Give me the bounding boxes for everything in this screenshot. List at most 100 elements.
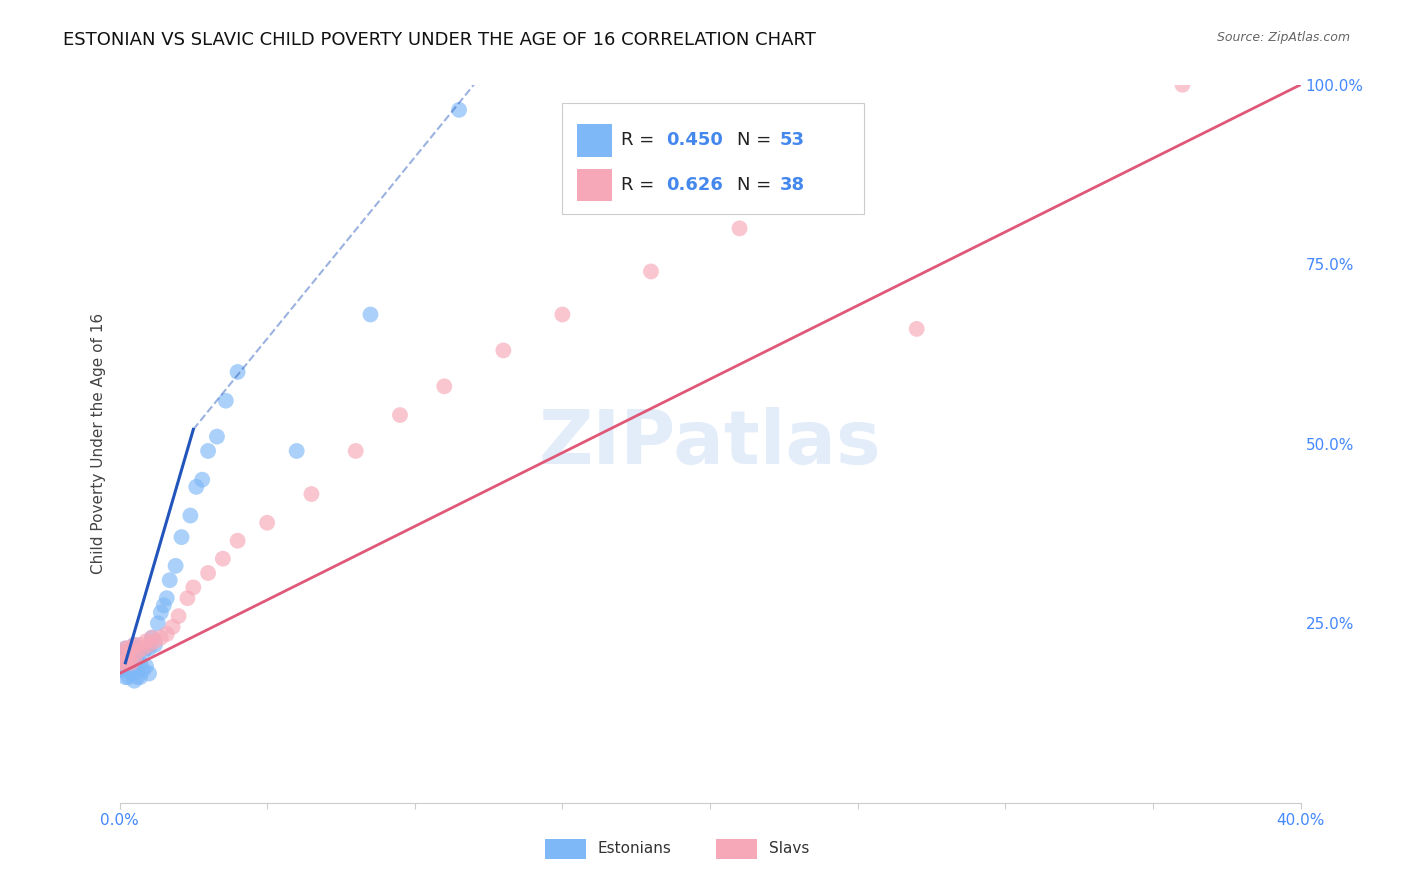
Text: 53: 53 — [780, 131, 804, 149]
Point — [129, 670, 152, 684]
Point — [114, 652, 136, 666]
Text: 0.626: 0.626 — [666, 176, 723, 194]
Point — [120, 641, 142, 656]
Point — [141, 631, 163, 645]
Point — [186, 480, 208, 494]
Point — [226, 533, 249, 548]
Point — [143, 638, 166, 652]
Point — [165, 558, 187, 573]
Point — [149, 606, 172, 620]
Point — [360, 308, 382, 322]
Point — [114, 670, 136, 684]
Point — [285, 444, 308, 458]
Text: N =: N = — [737, 131, 778, 149]
Point — [111, 663, 134, 677]
Bar — [576, 124, 612, 157]
Y-axis label: Child Poverty Under the Age of 16: Child Poverty Under the Age of 16 — [90, 313, 105, 574]
Point — [170, 530, 193, 544]
Text: 38: 38 — [780, 176, 804, 194]
Point — [108, 656, 131, 670]
Point — [111, 645, 134, 659]
Text: Slavs: Slavs — [769, 841, 810, 856]
Point — [108, 663, 131, 677]
Point — [124, 673, 146, 688]
Point — [111, 656, 134, 670]
Point — [197, 566, 219, 580]
Point — [120, 666, 142, 681]
Point — [211, 551, 233, 566]
Point — [111, 645, 134, 659]
Point — [191, 473, 214, 487]
Point — [120, 656, 142, 670]
Text: ESTONIAN VS SLAVIC CHILD POVERTY UNDER THE AGE OF 16 CORRELATION CHART: ESTONIAN VS SLAVIC CHILD POVERTY UNDER T… — [63, 31, 815, 49]
Point — [124, 652, 146, 666]
Text: 0.450: 0.450 — [666, 131, 723, 149]
Point — [124, 663, 146, 677]
Point — [146, 616, 169, 631]
Point — [111, 648, 134, 663]
Point — [176, 591, 198, 606]
Point — [433, 379, 456, 393]
Point — [127, 645, 149, 659]
Bar — [544, 838, 586, 859]
Point — [114, 656, 136, 670]
Point — [127, 641, 149, 656]
Point — [905, 322, 928, 336]
Point — [108, 656, 131, 670]
Point — [129, 641, 152, 656]
Point — [388, 408, 412, 422]
Point — [447, 103, 470, 117]
Point — [132, 663, 155, 677]
Point — [149, 631, 172, 645]
Point — [156, 591, 179, 606]
Text: R =: R = — [621, 131, 661, 149]
Point — [108, 652, 131, 666]
Point — [127, 656, 149, 670]
Point — [120, 641, 142, 656]
Bar — [576, 169, 612, 201]
Point — [640, 264, 662, 278]
Point — [117, 670, 139, 684]
Point — [138, 641, 160, 656]
Point — [117, 645, 139, 659]
Point — [135, 659, 157, 673]
Point — [215, 393, 238, 408]
Point — [226, 365, 249, 379]
Text: R =: R = — [621, 176, 661, 194]
Point — [156, 627, 179, 641]
Point — [162, 620, 184, 634]
Point — [197, 444, 219, 458]
Point — [132, 645, 155, 659]
Point — [124, 652, 146, 666]
Point — [301, 487, 323, 501]
Point — [111, 656, 134, 670]
Point — [114, 659, 136, 673]
Text: Estonians: Estonians — [598, 841, 672, 856]
Point — [127, 670, 149, 684]
Point — [132, 641, 155, 656]
Point — [120, 656, 142, 670]
Point — [117, 652, 139, 666]
Point — [153, 599, 174, 613]
Point — [135, 634, 157, 648]
Point — [143, 634, 166, 648]
Point — [117, 652, 139, 666]
Text: Source: ZipAtlas.com: Source: ZipAtlas.com — [1216, 31, 1350, 45]
Bar — [716, 838, 758, 859]
Point — [138, 638, 160, 652]
Point — [492, 343, 515, 358]
Point — [124, 638, 146, 652]
Point — [135, 641, 157, 656]
Point — [159, 573, 181, 587]
Point — [205, 429, 228, 443]
Point — [1171, 78, 1194, 92]
Point — [138, 666, 160, 681]
Point — [167, 609, 190, 624]
Point — [183, 581, 205, 595]
Text: ZIPatlas: ZIPatlas — [538, 408, 882, 480]
Point — [551, 308, 574, 322]
FancyBboxPatch shape — [562, 103, 863, 214]
Point — [124, 638, 146, 652]
Point — [117, 659, 139, 673]
Point — [129, 638, 152, 652]
